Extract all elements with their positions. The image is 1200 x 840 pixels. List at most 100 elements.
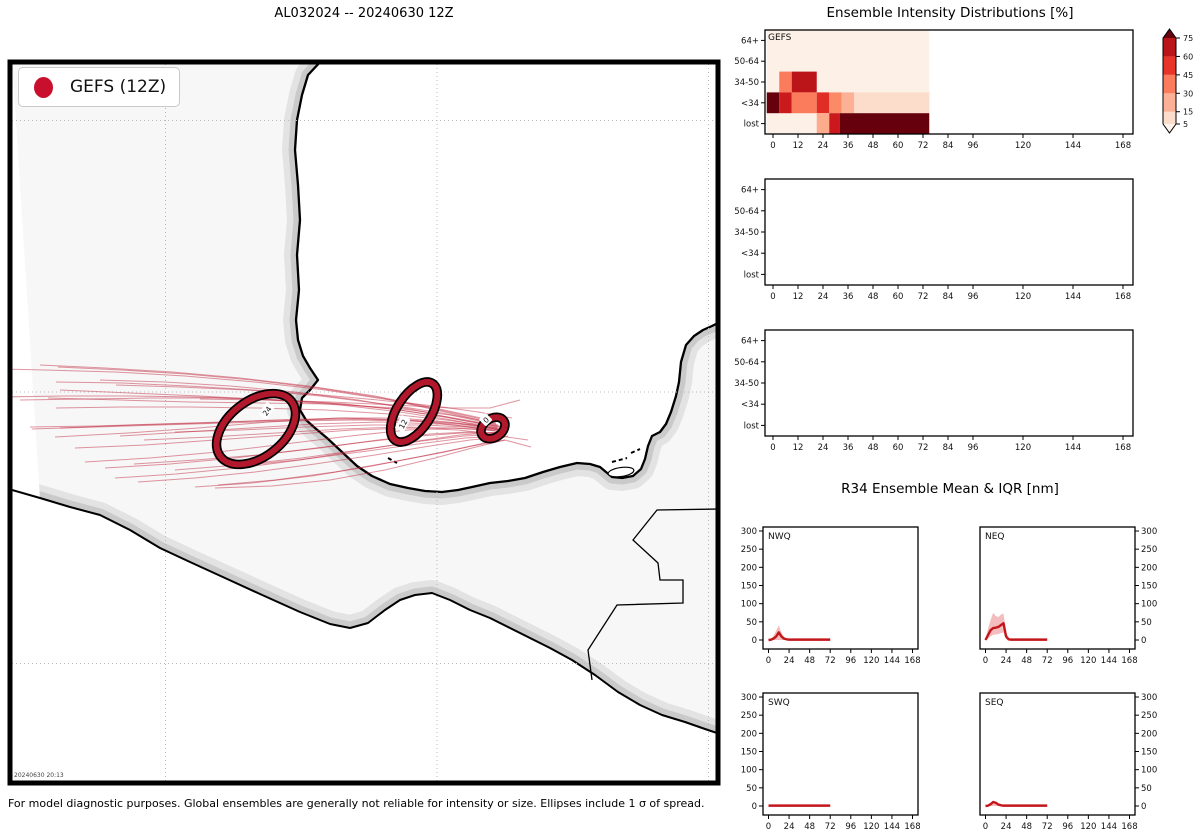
- mean-line: [985, 800, 1048, 808]
- ellipse-hour-label: 0: [481, 415, 491, 425]
- legend-marker-icon: [34, 76, 53, 98]
- ensemble-track-line: [174, 424, 503, 433]
- intensity-row-label: 34-50: [734, 78, 759, 88]
- x-tick-label: 120: [1015, 443, 1031, 453]
- panel-border: [764, 329, 1134, 437]
- y-tick-label: 0: [752, 636, 757, 646]
- political-border: [587, 508, 716, 681]
- panel-corner-label: GEFS: [768, 33, 792, 43]
- x-tick-label: 168: [904, 822, 920, 832]
- x-tick-label: 168: [1115, 292, 1131, 302]
- panel-border: [762, 692, 919, 816]
- x-tick-label: 0: [770, 292, 775, 302]
- x-tick-label: 96: [968, 141, 979, 151]
- heatmap-cell: [791, 92, 817, 114]
- y-tick-label: 300: [741, 693, 757, 703]
- quadrant-corner-label: NEQ: [985, 532, 1005, 542]
- dashed-coast-feature: [611, 457, 628, 463]
- r34-swq-panel: 0 24 48 72 96 120 144 168 0 50 100 150 200 250 300 SWQ: [741, 692, 921, 832]
- x-tick-label: 84: [943, 443, 954, 453]
- intensity-row-label: 34-50: [734, 379, 759, 389]
- x-tick-label: 96: [968, 443, 979, 453]
- heatmap-cell: [841, 92, 855, 114]
- x-tick-label: 12: [793, 443, 804, 453]
- heatmap-cell: [816, 113, 830, 134]
- intensity-2-panel: 64+ 50-64 34-50 <34 lost 0 12 24 36 48 60 72 84 96 120…: [734, 178, 1134, 302]
- colorbar-tick-label: 30: [1183, 89, 1193, 98]
- x-tick-label: 24: [818, 443, 829, 453]
- x-tick-label: 36: [843, 292, 854, 302]
- lagoon: [607, 466, 635, 478]
- intensity-row-label: 64+: [741, 186, 759, 196]
- x-tick-label: 48: [804, 656, 815, 666]
- y-tick-label: 150: [741, 582, 757, 592]
- heatmap-cell: [839, 113, 930, 134]
- iqr-band: [985, 800, 1048, 806]
- x-tick-label: 12: [793, 292, 804, 302]
- heatmap-cell: [766, 92, 780, 114]
- x-tick-label: 96: [1062, 822, 1073, 832]
- intensity-row-label: 50-64: [734, 358, 759, 368]
- x-tick-label: 168: [1115, 141, 1131, 151]
- x-tick-label: 48: [868, 443, 879, 453]
- x-tick-label: 60: [893, 443, 904, 453]
- x-tick-label: 48: [1021, 822, 1032, 832]
- panel-border: [979, 692, 1136, 816]
- y-tick-label: 150: [1141, 582, 1157, 592]
- x-tick-label: 72: [1042, 656, 1053, 666]
- x-tick-label: 60: [893, 292, 904, 302]
- x-tick-label: 84: [943, 141, 954, 151]
- x-tick-label: 72: [825, 656, 836, 666]
- intensity-row-label: <34: [741, 99, 759, 109]
- r34-title: R34 Ensemble Mean & IQR [nm]: [841, 481, 1059, 497]
- gulf-coastline: [293, 64, 716, 494]
- track-map: 24 12 0: [7, 59, 721, 786]
- heatmap-cell: [829, 92, 842, 114]
- x-tick-label: 0: [766, 822, 771, 832]
- x-tick-label: 48: [868, 292, 879, 302]
- y-tick-label: 200: [741, 729, 757, 739]
- x-tick-label: 96: [845, 656, 856, 666]
- x-tick-label: 144: [1101, 656, 1117, 666]
- heatmap-cell: [854, 92, 930, 114]
- y-tick-label: 100: [741, 600, 757, 610]
- heatmap-cell: [779, 92, 792, 114]
- land-area: [12, 64, 716, 733]
- x-tick-label: 24: [784, 656, 795, 666]
- mean-line: [984, 622, 1048, 641]
- map-frame: [7, 59, 721, 786]
- panel-border: [764, 178, 1134, 286]
- intensity-gefs-panel: 64+ 50-64 34-50 <34 lost 0 12 24 36 48 60 72 84 96 120…: [734, 29, 1134, 151]
- y-tick-label: 200: [741, 563, 757, 573]
- x-tick-label: 168: [1115, 443, 1131, 453]
- y-tick-label: 0: [752, 802, 757, 812]
- x-tick-label: 48: [868, 141, 879, 151]
- x-tick-label: 24: [818, 141, 829, 151]
- intensity-row-label: 50-64: [734, 207, 759, 217]
- x-tick-label: 120: [1015, 141, 1031, 151]
- intensity-colorbar: 5 15 30 45 60 75: [1162, 28, 1193, 134]
- panel-border: [979, 526, 1136, 650]
- x-tick-label: 168: [904, 656, 920, 666]
- x-tick-label: 120: [1015, 292, 1031, 302]
- y-tick-label: 100: [1141, 766, 1157, 776]
- x-tick-label: 48: [804, 822, 815, 832]
- ensemble-track-line: [39, 364, 491, 421]
- colorbar-tick-label: 15: [1183, 108, 1193, 117]
- quadrant-corner-label: NWQ: [768, 532, 791, 542]
- intensity-3-panel: 64+ 50-64 34-50 <34 lost 0 12 24 36 48 60 72 84 96 120…: [734, 329, 1134, 453]
- forecast-ellipse-12: 12: [385, 377, 443, 447]
- intensity-row-label: lost: [744, 270, 760, 280]
- intensity-row-label: lost: [744, 120, 760, 130]
- x-tick-label: 144: [1065, 292, 1081, 302]
- x-tick-label: 36: [843, 141, 854, 151]
- colorbar-tick-label: 5: [1183, 120, 1188, 129]
- ensemble-track-line: [12, 368, 497, 425]
- ellipse-hour-label: 12: [397, 418, 410, 431]
- intensity-row-label: 64+: [741, 337, 759, 347]
- ensemble-track-line: [114, 431, 501, 479]
- y-tick-label: 250: [741, 545, 757, 555]
- x-tick-label: 0: [983, 656, 988, 666]
